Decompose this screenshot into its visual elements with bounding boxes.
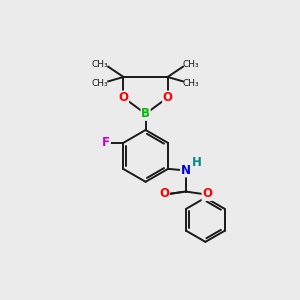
Text: CH₃: CH₃ [92,79,108,88]
Text: F: F [102,136,110,149]
Text: O: O [202,188,212,200]
Text: N: N [181,164,191,177]
Text: O: O [163,91,173,104]
Text: O: O [159,188,169,200]
Text: B: B [141,107,150,120]
Text: O: O [118,91,128,104]
Text: CH₃: CH₃ [183,79,200,88]
Text: CH₃: CH₃ [92,60,108,69]
Text: H: H [192,157,202,169]
Text: CH₃: CH₃ [183,60,200,69]
